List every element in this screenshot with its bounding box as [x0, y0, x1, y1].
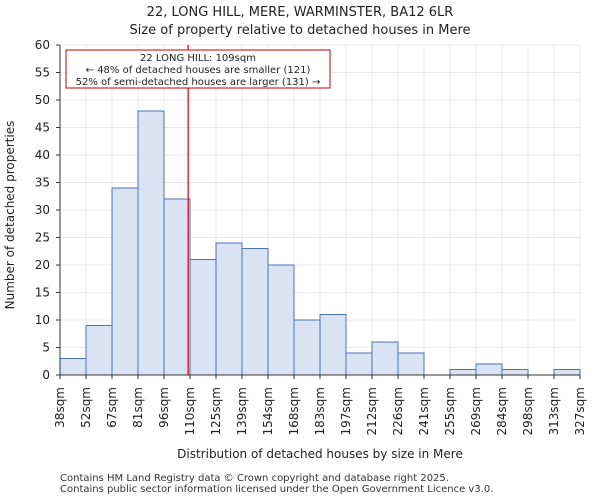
y-axis-label: Number of detached properties: [3, 121, 17, 310]
y-tick-label: 25: [35, 231, 50, 245]
footer-line-1: Contains HM Land Registry data © Crown c…: [60, 473, 449, 484]
x-tick-label: 241sqm: [417, 387, 431, 435]
annotation-line-3: 52% of semi-detached houses are larger (…: [76, 77, 321, 88]
y-tick-label: 60: [35, 38, 50, 52]
histogram-bar: [501, 369, 529, 376]
histogram-bar: [319, 314, 347, 376]
y-tick-label: 20: [35, 258, 50, 272]
histogram-bar: [293, 319, 321, 376]
footer-line-2: Contains public sector information licen…: [60, 484, 494, 495]
x-tick-label: 81sqm: [131, 387, 145, 428]
y-tick-label: 5: [42, 341, 50, 355]
histogram-bar: [111, 187, 139, 376]
y-tick-label: 15: [35, 286, 50, 300]
y-tick-label: 35: [35, 176, 50, 190]
x-tick-label: 125sqm: [209, 387, 223, 435]
histogram-bar: [449, 369, 477, 376]
x-tick-label: 226sqm: [391, 387, 405, 435]
x-tick-label: 212sqm: [365, 387, 379, 435]
annotation-line-2: ← 48% of detached houses are smaller (12…: [86, 65, 311, 76]
histogram-bar: [163, 198, 191, 376]
x-tick-label: 38sqm: [53, 387, 67, 428]
x-tick-label: 197sqm: [339, 387, 353, 435]
x-tick-label: 168sqm: [287, 387, 301, 435]
x-tick-label: 327sqm: [573, 387, 587, 435]
chart-subtitle: Size of property relative to detached ho…: [129, 23, 471, 38]
x-tick-label: 110sqm: [183, 387, 197, 435]
y-tick-label: 10: [35, 313, 50, 327]
x-tick-label: 255sqm: [443, 387, 457, 435]
x-tick-label: 284sqm: [495, 387, 509, 435]
y-tick-label: 0: [42, 368, 50, 382]
histogram-bar: [85, 325, 113, 376]
annotation-box: [65, 49, 331, 89]
histogram-bar: [267, 264, 295, 376]
x-tick-label: 313sqm: [547, 387, 561, 435]
histogram-bar: [371, 341, 399, 376]
histogram-bar: [241, 248, 269, 376]
chart-title: 22, LONG HILL, MERE, WARMINSTER, BA12 6L…: [146, 5, 454, 20]
histogram-bar: [215, 242, 243, 376]
histogram-bar: [137, 110, 165, 376]
x-tick-label: 52sqm: [79, 387, 93, 428]
histogram-bar: [189, 259, 217, 376]
y-tick-label: 40: [35, 148, 50, 162]
x-tick-label: 67sqm: [105, 387, 119, 428]
y-tick-label: 50: [35, 93, 50, 107]
histogram-bar: [475, 363, 503, 376]
y-tick-label: 45: [35, 121, 50, 135]
annotation-line-1: 22 LONG HILL: 109sqm: [140, 53, 256, 64]
x-axis-label: Distribution of detached houses by size …: [177, 447, 463, 461]
x-tick-label: 269sqm: [469, 387, 483, 435]
histogram-bar: [553, 369, 581, 376]
histogram-bar: [397, 352, 425, 376]
y-tick-label: 30: [35, 203, 50, 217]
x-tick-label: 183sqm: [313, 387, 327, 435]
histogram-bar: [345, 352, 373, 376]
histogram-bar: [59, 358, 87, 376]
x-tick-label: 139sqm: [235, 387, 249, 435]
x-tick-label: 154sqm: [261, 387, 275, 435]
x-tick-label: 96sqm: [157, 387, 171, 428]
y-tick-label: 55: [35, 66, 50, 80]
x-tick-label: 298sqm: [521, 387, 535, 435]
